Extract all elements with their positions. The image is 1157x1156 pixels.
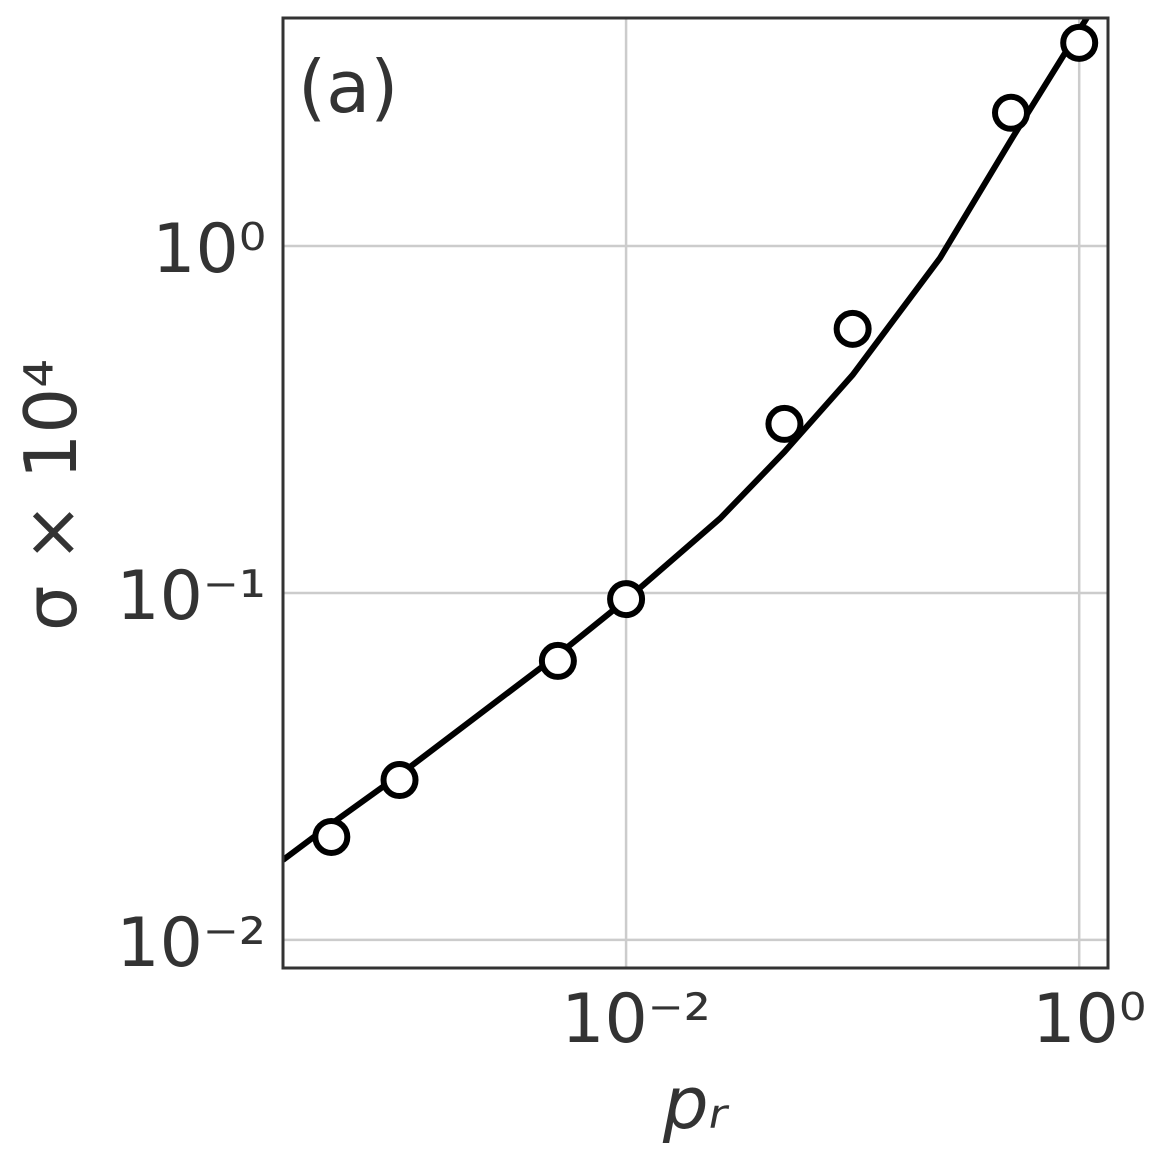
marker [765, 404, 804, 443]
x-tick-label: 10⁻² [561, 980, 711, 1059]
plot-area [283, 18, 1090, 863]
x-axis-label: pᵣ [662, 1061, 730, 1145]
x-tick-label: 10⁰ [1032, 980, 1146, 1059]
marker [992, 93, 1031, 132]
y-tick-label: 10⁻¹ [116, 557, 266, 636]
marker [607, 580, 646, 619]
marker [538, 641, 577, 680]
grid [283, 18, 1108, 968]
marker [312, 817, 351, 856]
marker [1060, 23, 1099, 62]
y-tick-label: 10⁻² [116, 904, 266, 983]
plot-frame [281, 16, 1110, 970]
marker [833, 309, 872, 348]
fit-line [283, 18, 1090, 863]
marker [380, 761, 419, 800]
y-tick-label: 10⁰ [152, 210, 266, 289]
panel-label: (a) [298, 45, 398, 129]
y-axis-label: σ × 10⁴ [9, 359, 93, 631]
